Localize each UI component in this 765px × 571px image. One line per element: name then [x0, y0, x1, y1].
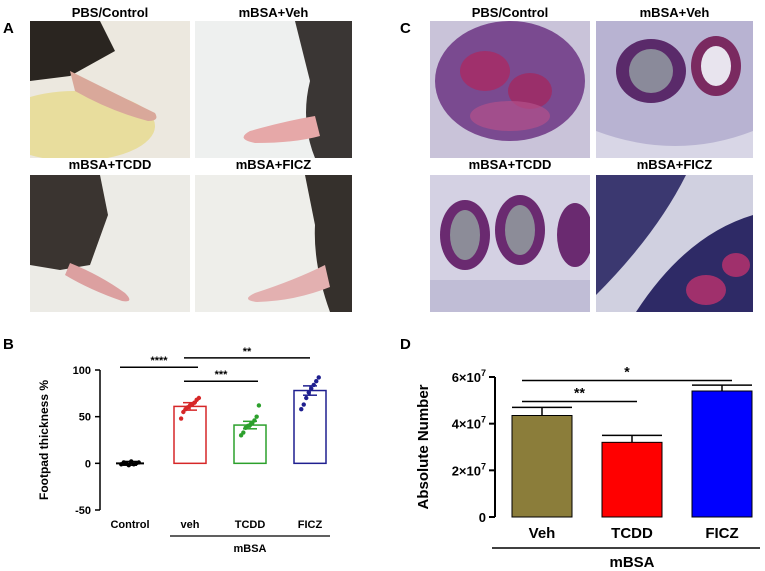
bar-TCDD — [601, 441, 663, 518]
histo-title-tcdd: mBSA+TCDD — [468, 157, 552, 172]
data-point — [252, 418, 257, 423]
x-tick-label: Control — [110, 519, 149, 531]
panel-b-letter: B — [3, 336, 14, 353]
data-point — [316, 375, 321, 380]
data-point — [126, 463, 131, 468]
photo-title-veh: mBSA+Veh — [238, 5, 309, 20]
data-point — [299, 407, 304, 412]
significance-label: * — [624, 364, 630, 380]
group-label: mBSA — [609, 554, 654, 570]
x-tick-label: FICZ — [298, 519, 323, 531]
y-tick-label: 4×107 — [452, 415, 486, 432]
y-tick-label: 0 — [85, 458, 91, 470]
data-point — [314, 379, 319, 384]
data-point — [136, 460, 141, 465]
data-point — [196, 395, 202, 401]
y-tick-label: 0 — [479, 510, 486, 525]
data-point — [241, 430, 246, 435]
x-tick-label: TCDD — [235, 519, 266, 531]
bar-FICZ — [293, 389, 327, 465]
histo-title-ficz: mBSA+FICZ — [636, 157, 713, 172]
significance-label: ** — [574, 385, 585, 401]
y-axis-label: Footpad thickness % — [37, 380, 51, 500]
histo-title-control: PBS/Control — [471, 5, 549, 20]
y-tick-label: 2×107 — [452, 461, 486, 478]
histology-tcdd — [430, 175, 590, 312]
data-point — [254, 414, 259, 419]
significance-label: **** — [150, 355, 168, 367]
photo-title-ficz: mBSA+FICZ — [235, 157, 312, 172]
histology-ficz — [596, 175, 753, 312]
x-tick-label: TCDD — [611, 525, 653, 542]
photo-paw-control — [30, 21, 190, 158]
y-axis-label: Absolute Number — [415, 384, 432, 509]
x-tick-label: Veh — [529, 525, 556, 542]
data-point — [129, 459, 134, 464]
panel-a-letter: A — [3, 20, 14, 37]
photo-paw-veh — [195, 21, 352, 158]
photo-paw-ficz — [195, 175, 352, 312]
data-point — [306, 390, 311, 395]
x-tick-label: FICZ — [705, 525, 738, 542]
y-tick-label: 6×107 — [452, 368, 486, 385]
bar-Veh — [511, 415, 573, 518]
data-point — [309, 386, 314, 391]
photo-title-tcdd: mBSA+TCDD — [68, 157, 152, 172]
y-tick-label: 50 — [79, 412, 91, 424]
photo-title-control: PBS/Control — [71, 5, 149, 20]
panel-d-letter: D — [400, 336, 411, 353]
histo-title-veh: mBSA+Veh — [639, 5, 710, 20]
bar-TCDD — [233, 424, 267, 465]
histology-control — [430, 21, 590, 158]
photo-paw-tcdd — [30, 175, 190, 312]
x-tick-label: veh — [181, 519, 200, 531]
data-point — [311, 382, 316, 388]
group-label: mBSA — [233, 543, 266, 555]
y-tick-label: -50 — [75, 505, 91, 517]
data-point — [256, 403, 262, 408]
bar-FICZ — [691, 390, 753, 518]
bar-veh — [173, 405, 207, 465]
significance-label: *** — [215, 369, 229, 381]
y-tick-label: 100 — [73, 365, 91, 377]
panel-c-letter: C — [400, 20, 411, 37]
data-point — [178, 416, 184, 421]
data-point — [304, 395, 309, 401]
data-point — [301, 402, 306, 407]
significance-label: ** — [243, 346, 252, 358]
histology-veh — [596, 21, 753, 158]
